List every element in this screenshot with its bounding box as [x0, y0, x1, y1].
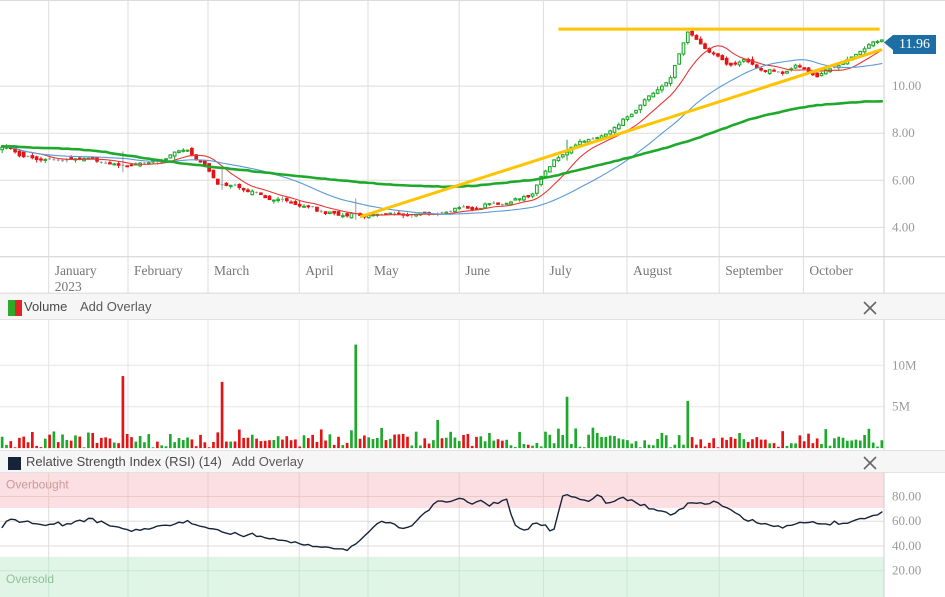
svg-text:8.00: 8.00	[892, 125, 915, 140]
svg-text:60.00: 60.00	[892, 513, 921, 528]
svg-text:2023: 2023	[55, 279, 82, 294]
svg-text:March: March	[214, 263, 249, 278]
svg-text:10M: 10M	[892, 357, 917, 372]
svg-text:April: April	[305, 263, 334, 278]
svg-text:July: July	[549, 263, 572, 278]
svg-text:80.00: 80.00	[892, 489, 921, 504]
svg-text:Oversold: Oversold	[6, 572, 54, 586]
svg-text:4.00: 4.00	[892, 219, 915, 234]
svg-text:20.00: 20.00	[892, 563, 921, 578]
svg-text:10.00: 10.00	[892, 78, 921, 93]
svg-text:Overbought: Overbought	[6, 477, 69, 491]
svg-text:August: August	[633, 263, 672, 278]
svg-text:February: February	[134, 263, 183, 278]
svg-text:40.00: 40.00	[892, 538, 921, 553]
svg-text:June: June	[465, 263, 490, 278]
svg-text:6.00: 6.00	[892, 172, 915, 187]
svg-text:September: September	[725, 263, 783, 278]
svg-text:May: May	[374, 263, 399, 278]
svg-text:October: October	[809, 263, 853, 278]
svg-text:January: January	[55, 263, 97, 278]
svg-text:5M: 5M	[892, 399, 911, 414]
